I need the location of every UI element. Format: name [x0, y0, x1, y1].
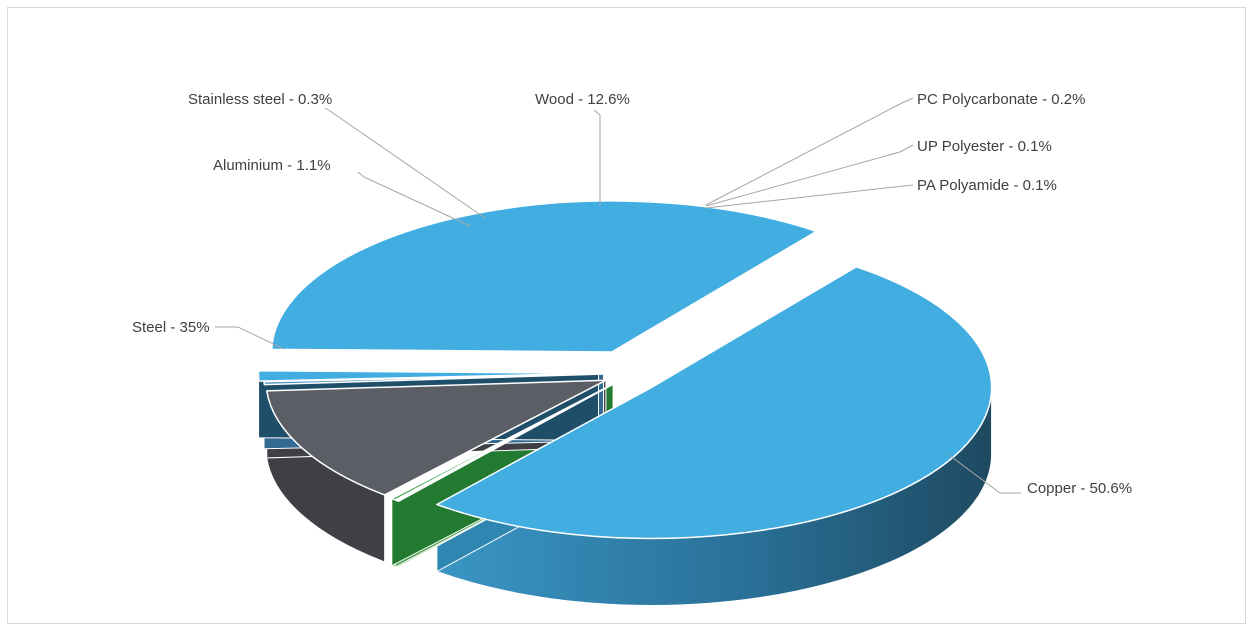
data-label-steel: Steel - 35%: [132, 319, 210, 336]
data-label-wood: Wood - 12.6%: [535, 91, 630, 108]
leader-copper: [948, 454, 1021, 494]
data-label-pc: PC Polycarbonate - 0.2%: [917, 91, 1085, 108]
data-label-copper: Copper - 50.6%: [1027, 480, 1132, 497]
slice-wood: [265, 379, 607, 496]
leader-pc: [705, 97, 914, 206]
leader-stainless: [324, 107, 486, 219]
data-label-aluminium: Aluminium - 1.1%: [213, 157, 331, 174]
leader-pa: [705, 184, 914, 209]
leader-wood: [593, 109, 601, 205]
leader-up: [705, 144, 914, 207]
slice-aluminium: [257, 369, 600, 382]
slice-pc: [391, 383, 614, 501]
slice-steel: [271, 200, 818, 353]
data-label-up: UP Polyester - 0.1%: [917, 138, 1052, 155]
slice-copper: [436, 266, 993, 540]
pie-slice-tops: [257, 200, 993, 540]
data-label-pa: PA Polyamide - 0.1%: [917, 177, 1057, 194]
data-label-stainless: Stainless steel - 0.3%: [188, 91, 332, 108]
slice-stainless: [263, 373, 605, 386]
data-labels: Copper - 50.6% PA Polyamide - 0.1% UP Poly…: [132, 91, 1132, 497]
label-leader-lines: [215, 97, 1021, 494]
leader-steel: [215, 326, 285, 350]
leader-aluminium: [357, 171, 471, 227]
